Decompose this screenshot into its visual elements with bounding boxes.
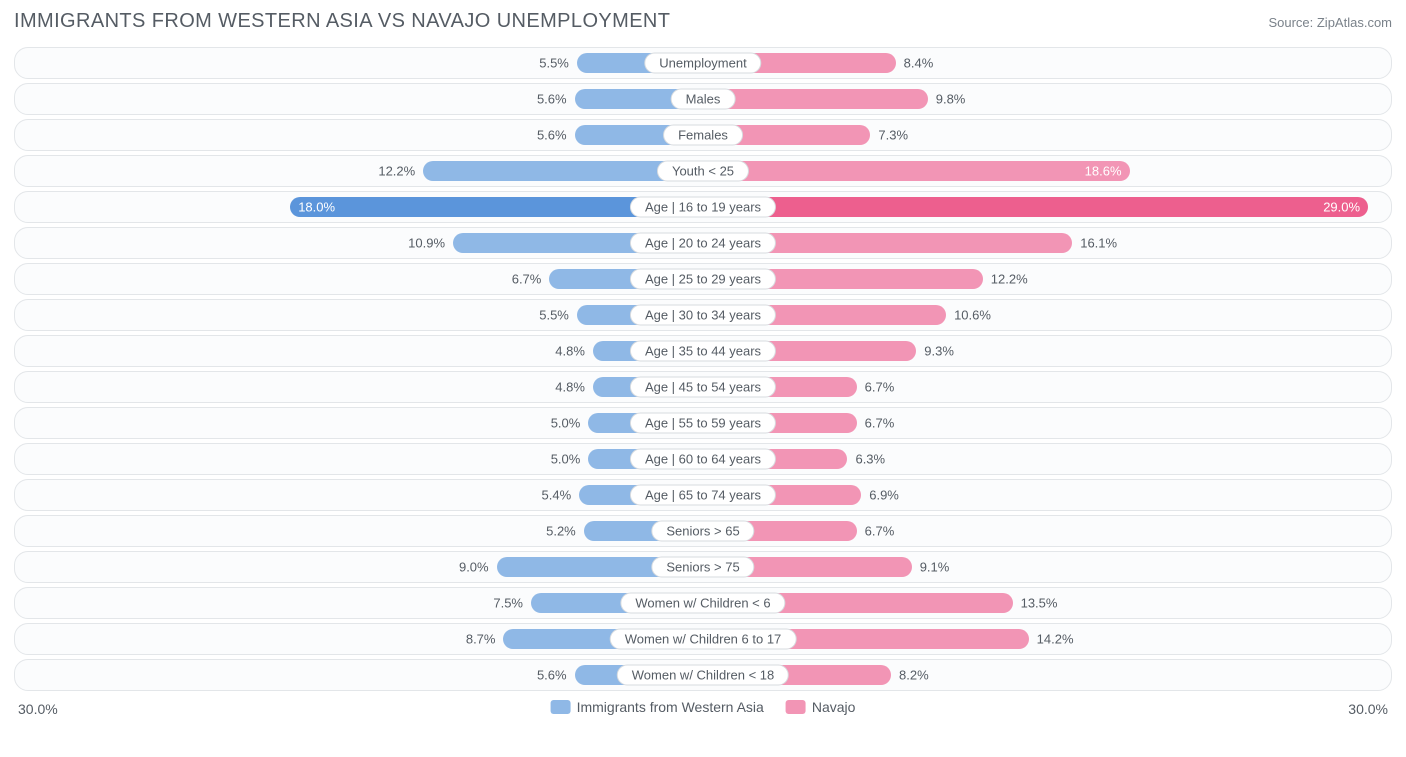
chart-row: 5.5% 8.4% Unemployment (14, 47, 1392, 79)
category-label: Age | 65 to 74 years (630, 485, 776, 506)
diverging-bar-chart: 5.5% 8.4% Unemployment 5.6% 9.8% Males 5.6% 7.3… (14, 47, 1392, 691)
value-right: 6.7% (865, 416, 895, 431)
value-left: 5.4% (542, 488, 572, 503)
value-right: 18.6% (1085, 164, 1122, 179)
category-label: Youth < 25 (657, 161, 749, 182)
value-right: 12.2% (991, 272, 1028, 287)
legend: Immigrants from Western Asia Navajo (551, 699, 856, 715)
category-label: Age | 30 to 34 years (630, 305, 776, 326)
category-label: Females (663, 125, 743, 146)
value-right: 6.9% (869, 488, 899, 503)
chart-row: 5.2% 6.7% Seniors > 65 (14, 515, 1392, 547)
category-label: Age | 55 to 59 years (630, 413, 776, 434)
chart-row: 7.5% 13.5% Women w/ Children < 6 (14, 587, 1392, 619)
chart-row: 5.4% 6.9% Age | 65 to 74 years (14, 479, 1392, 511)
value-left: 5.5% (539, 56, 569, 71)
value-right: 9.1% (920, 560, 950, 575)
value-left: 12.2% (378, 164, 415, 179)
value-left: 5.6% (537, 128, 567, 143)
chart-source: Source: ZipAtlas.com (1268, 15, 1392, 30)
value-right: 6.7% (865, 380, 895, 395)
value-left: 8.7% (466, 632, 496, 647)
value-right: 8.2% (899, 668, 929, 683)
value-right: 6.3% (855, 452, 885, 467)
category-label: Unemployment (644, 53, 761, 74)
category-label: Age | 60 to 64 years (630, 449, 776, 470)
chart-row: 5.0% 6.3% Age | 60 to 64 years (14, 443, 1392, 475)
category-label: Age | 35 to 44 years (630, 341, 776, 362)
value-left: 4.8% (555, 380, 585, 395)
category-label: Women w/ Children < 6 (620, 593, 785, 614)
category-label: Age | 16 to 19 years (630, 197, 776, 218)
chart-row: 4.8% 6.7% Age | 45 to 54 years (14, 371, 1392, 403)
category-label: Males (671, 89, 736, 110)
chart-row: 9.0% 9.1% Seniors > 75 (14, 551, 1392, 583)
value-left: 5.0% (551, 416, 581, 431)
axis-max-left: 30.0% (18, 701, 58, 717)
value-right: 13.5% (1021, 596, 1058, 611)
value-left: 4.8% (555, 344, 585, 359)
value-left: 5.6% (537, 668, 567, 683)
bar-right (703, 89, 928, 109)
chart-row: 5.6% 9.8% Males (14, 83, 1392, 115)
chart-header: IMMIGRANTS FROM WESTERN ASIA VS NAVAJO U… (14, 10, 1392, 33)
value-right: 7.3% (878, 128, 908, 143)
legend-label-left: Immigrants from Western Asia (577, 699, 764, 715)
value-left: 5.6% (537, 92, 567, 107)
legend-swatch-right (786, 700, 806, 714)
chart-row: 4.8% 9.3% Age | 35 to 44 years (14, 335, 1392, 367)
chart-row: 5.6% 7.3% Females (14, 119, 1392, 151)
value-right: 29.0% (1323, 200, 1360, 215)
bar-right: 18.6% (703, 161, 1130, 181)
chart-title: IMMIGRANTS FROM WESTERN ASIA VS NAVAJO U… (14, 10, 670, 33)
chart-footer: 30.0% Immigrants from Western Asia Navaj… (14, 697, 1392, 725)
category-label: Seniors > 75 (651, 557, 754, 578)
bar-right: 29.0% (703, 197, 1368, 217)
value-left: 5.5% (539, 308, 569, 323)
value-right: 16.1% (1080, 236, 1117, 251)
chart-row: 8.7% 14.2% Women w/ Children 6 to 17 (14, 623, 1392, 655)
category-label: Age | 20 to 24 years (630, 233, 776, 254)
value-right: 8.4% (904, 56, 934, 71)
chart-row: 10.9% 16.1% Age | 20 to 24 years (14, 227, 1392, 259)
chart-row: 12.2% 18.6% Youth < 25 (14, 155, 1392, 187)
value-left: 7.5% (493, 596, 523, 611)
value-left: 9.0% (459, 560, 489, 575)
legend-item-right: Navajo (786, 699, 856, 715)
chart-row: 5.0% 6.7% Age | 55 to 59 years (14, 407, 1392, 439)
value-left: 10.9% (408, 236, 445, 251)
value-left: 5.2% (546, 524, 576, 539)
category-label: Women w/ Children 6 to 17 (610, 629, 797, 650)
category-label: Seniors > 65 (651, 521, 754, 542)
value-right: 10.6% (954, 308, 991, 323)
value-right: 9.3% (924, 344, 954, 359)
value-left: 6.7% (512, 272, 542, 287)
value-right: 6.7% (865, 524, 895, 539)
legend-label-right: Navajo (812, 699, 856, 715)
value-left: 18.0% (298, 200, 335, 215)
chart-row: 6.7% 12.2% Age | 25 to 29 years (14, 263, 1392, 295)
category-label: Age | 25 to 29 years (630, 269, 776, 290)
chart-row: 18.0% 29.0% Age | 16 to 19 years (14, 191, 1392, 223)
value-left: 5.0% (551, 452, 581, 467)
value-right: 14.2% (1037, 632, 1074, 647)
legend-swatch-left (551, 700, 571, 714)
legend-item-left: Immigrants from Western Asia (551, 699, 764, 715)
chart-row: 5.6% 8.2% Women w/ Children < 18 (14, 659, 1392, 691)
category-label: Women w/ Children < 18 (617, 665, 789, 686)
value-right: 9.8% (936, 92, 966, 107)
chart-row: 5.5% 10.6% Age | 30 to 34 years (14, 299, 1392, 331)
axis-max-right: 30.0% (1348, 701, 1388, 717)
category-label: Age | 45 to 54 years (630, 377, 776, 398)
